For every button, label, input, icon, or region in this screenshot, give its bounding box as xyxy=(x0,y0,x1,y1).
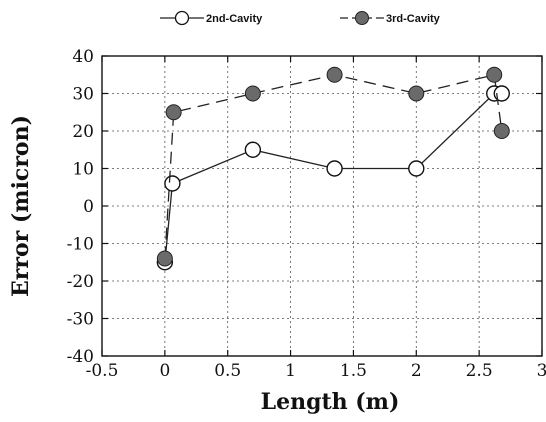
y-axis-title: Error (micron) xyxy=(8,115,34,297)
x-tick-label: 0.5 xyxy=(214,361,241,381)
x-tick-label: 1.5 xyxy=(340,361,367,381)
legend-marker xyxy=(355,11,369,25)
data-point xyxy=(493,85,510,102)
series xyxy=(156,66,510,271)
data-point xyxy=(408,85,425,102)
data-point xyxy=(244,141,262,158)
legend-item: 3rd-Cavity xyxy=(340,11,441,25)
data-point xyxy=(486,66,503,83)
data-point xyxy=(493,123,510,139)
data-point xyxy=(408,160,425,177)
series-2nd-cavity xyxy=(156,85,510,271)
grid xyxy=(102,56,542,356)
data-point xyxy=(156,250,173,267)
y-tick-label: -10 xyxy=(67,235,94,255)
data-point xyxy=(326,66,343,83)
legend-item: 2nd-Cavity xyxy=(160,10,263,26)
y-tick-label: -30 xyxy=(67,310,94,330)
data-point xyxy=(244,85,261,102)
x-tick-label: -0.5 xyxy=(86,361,119,381)
y-tick-label: -40 xyxy=(67,347,94,367)
legend-label: 3rd-Cavity xyxy=(386,13,441,25)
y-tick-label: -20 xyxy=(67,272,94,292)
series-line xyxy=(164,92,502,263)
y-tick-label: 10 xyxy=(72,160,94,180)
y-tick-label: 30 xyxy=(72,85,94,105)
x-tick-label: 1 xyxy=(285,361,296,381)
y-tick-label: 40 xyxy=(72,47,94,67)
legend-marker xyxy=(174,10,190,26)
x-tick-label: 2.5 xyxy=(466,361,493,381)
x-axis-title: Length (m) xyxy=(261,389,400,415)
x-tick-label: 0 xyxy=(159,361,170,381)
x-tick-label: 3 xyxy=(537,361,546,381)
ticks: -0.5 0 0.5 1 1.5 2 2.5 3 40 30 20 10 0 -10 -20 -30 -40 xyxy=(67,47,546,381)
x-tick-label: 2 xyxy=(411,361,422,381)
y-tick-label: 20 xyxy=(72,122,94,142)
data-point xyxy=(326,160,343,177)
series-3rd-cavity xyxy=(156,66,510,267)
legend-label: 2nd-Cavity xyxy=(206,13,263,25)
data-point xyxy=(165,104,182,121)
legend: 2nd-Cavity 3rd-Cavity xyxy=(160,10,441,26)
y-tick-label: 0 xyxy=(83,197,94,217)
data-point xyxy=(164,175,181,192)
